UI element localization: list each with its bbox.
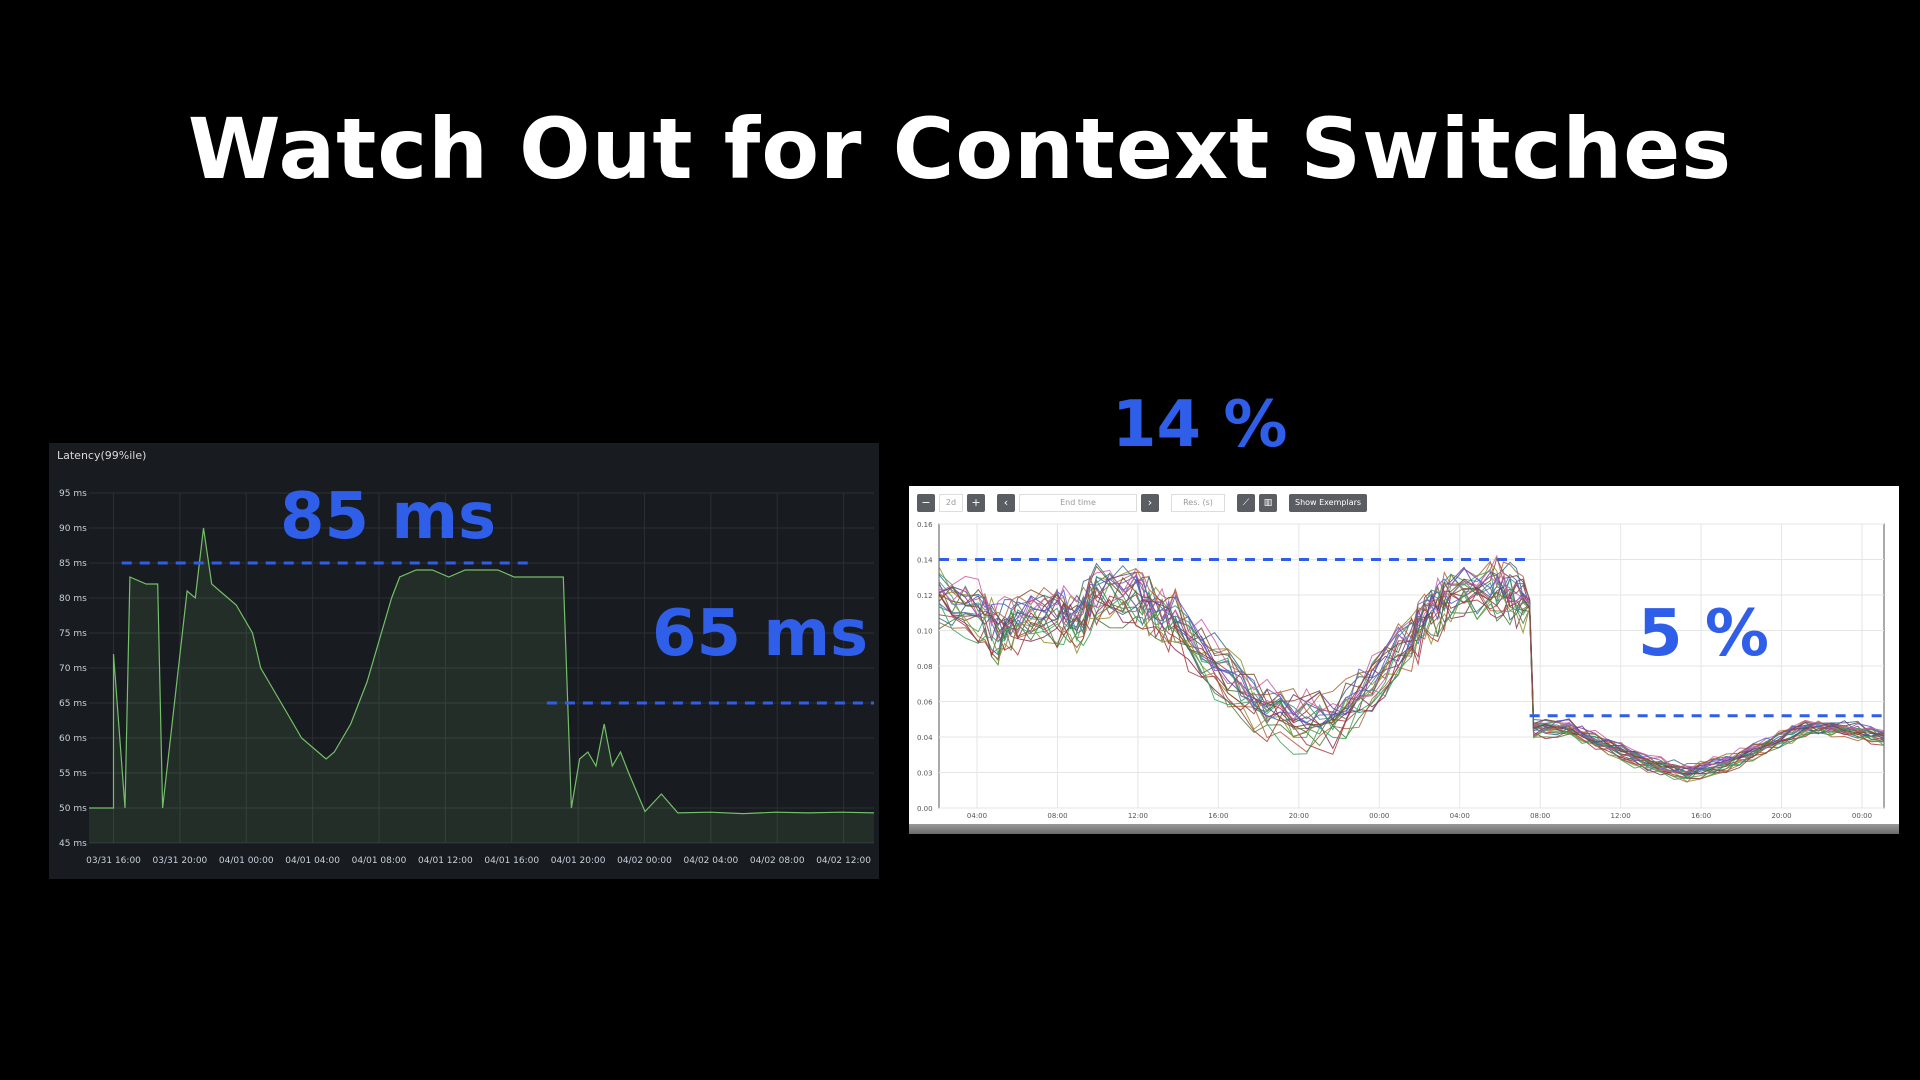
series-line: [938, 556, 1885, 774]
x-tick-label: 16:00: [1691, 812, 1711, 820]
y-tick-label: 0.00: [917, 805, 933, 813]
x-tick-label: 12:00: [1128, 812, 1148, 820]
x-tick-label: 03/31 20:00: [153, 856, 208, 866]
series-line: [938, 572, 1885, 773]
show-exemplars-button[interactable]: Show Exemplars: [1289, 494, 1368, 512]
end-time-input[interactable]: End time: [1019, 494, 1137, 512]
y-tick-label: 90 ms: [59, 524, 87, 534]
panel-shadow: [909, 824, 1899, 834]
y-tick-label: 50 ms: [59, 804, 87, 814]
y-tick-label: 80 ms: [59, 594, 87, 604]
x-tick-label: 08:00: [1530, 812, 1550, 820]
callout-85ms: 85 ms: [280, 480, 497, 554]
series-line: [938, 554, 1885, 769]
series-line: [938, 587, 1885, 783]
context-switch-chart: 0.16 0.14 0.12 0.10 0.08 0.06 0.04 0.03 0.00 04:0…: [917, 521, 1885, 820]
y-tick-label: 65 ms: [59, 699, 87, 709]
y-tick-label: 0.08: [917, 663, 933, 671]
x-tick-label: 04/01 12:00: [418, 856, 473, 866]
y-tick-label: 0.03: [917, 770, 933, 778]
x-tick-label: 12:00: [1611, 812, 1631, 820]
latency-chart-panel: Latency(99%ile) 95 ms 90 ms 85 ms 80 ms 75 m…: [49, 443, 879, 879]
x-tick-label: 04:00: [1450, 812, 1470, 820]
y-tick-label: 45 ms: [59, 839, 87, 849]
y-tick-label: 0.14: [917, 557, 933, 565]
series-area: [89, 528, 874, 843]
x-tick-label: 04/02 00:00: [617, 856, 672, 866]
y-tick-label: 0.10: [917, 628, 933, 636]
x-tick-label: 04/01 04:00: [285, 856, 340, 866]
x-tick-label: 00:00: [1852, 812, 1872, 820]
y-tick-label: 0.16: [917, 521, 933, 529]
line-chart-toggle[interactable]: ⟋: [1237, 494, 1255, 512]
graph-toolbar: − 2d + ‹ End time › Res. (s) ⟋ ▥ Show Ex…: [917, 494, 1368, 512]
range-input[interactable]: 2d: [939, 494, 963, 512]
callout-65ms: 65 ms: [652, 597, 869, 671]
x-tick-label: 04/01 16:00: [484, 856, 539, 866]
callout-14pct: 14 %: [1112, 388, 1288, 462]
latency-chart: 95 ms 90 ms 85 ms 80 ms 75 ms 70 ms 65 ms 60 ms…: [59, 489, 875, 866]
x-tick-label: 03/31 16:00: [86, 856, 141, 866]
series-line: [938, 560, 1885, 772]
x-tick-label: 08:00: [1047, 812, 1067, 820]
y-tick-label: 60 ms: [59, 734, 87, 744]
zoom-out-button[interactable]: −: [917, 494, 935, 512]
x-tick-label: 00:00: [1369, 812, 1389, 820]
prev-time-button[interactable]: ‹: [997, 494, 1015, 512]
resolution-input[interactable]: Res. (s): [1171, 494, 1225, 512]
series-line: [938, 567, 1885, 772]
promql-graph-panel: − 2d + ‹ End time › Res. (s) ⟋ ▥ Show Ex…: [909, 486, 1899, 834]
series-line: [89, 527, 875, 815]
x-tick-label: 04:00: [967, 812, 987, 820]
y-tick-label: 55 ms: [59, 769, 87, 779]
y-tick-label: 70 ms: [59, 664, 87, 674]
x-tick-label: 04/01 00:00: [219, 856, 274, 866]
series-line: [938, 576, 1885, 775]
stacked-chart-toggle[interactable]: ▥: [1259, 494, 1277, 512]
x-tick-label: 04/02 12:00: [816, 856, 871, 866]
x-tick-label: 04/02 04:00: [683, 856, 738, 866]
x-tick-label: 20:00: [1289, 812, 1309, 820]
y-tick-label: 0.12: [917, 592, 933, 600]
y-tick-label: 0.04: [917, 734, 933, 742]
y-tick-label: 0.06: [917, 699, 933, 707]
chart-title: Latency(99%ile): [57, 449, 147, 462]
next-time-button[interactable]: ›: [1141, 494, 1159, 512]
zoom-in-button[interactable]: +: [967, 494, 985, 512]
x-tick-label: 04/01 20:00: [551, 856, 606, 866]
x-tick-label: 04/01 08:00: [352, 856, 407, 866]
bar-chart-icon: ▥: [1263, 498, 1273, 508]
slide-title: Watch Out for Context Switches: [187, 100, 1733, 198]
y-tick-label: 75 ms: [59, 629, 87, 639]
x-tick-label: 04/02 08:00: [750, 856, 805, 866]
y-tick-label: 85 ms: [59, 559, 87, 569]
y-tick-label: 95 ms: [59, 489, 87, 499]
x-tick-label: 20:00: [1771, 812, 1791, 820]
series-line: [938, 593, 1885, 781]
line-chart-icon: ⟋: [1242, 498, 1250, 508]
series-line: [938, 570, 1885, 778]
callout-5pct: 5 %: [1638, 597, 1769, 671]
x-tick-label: 16:00: [1208, 812, 1228, 820]
